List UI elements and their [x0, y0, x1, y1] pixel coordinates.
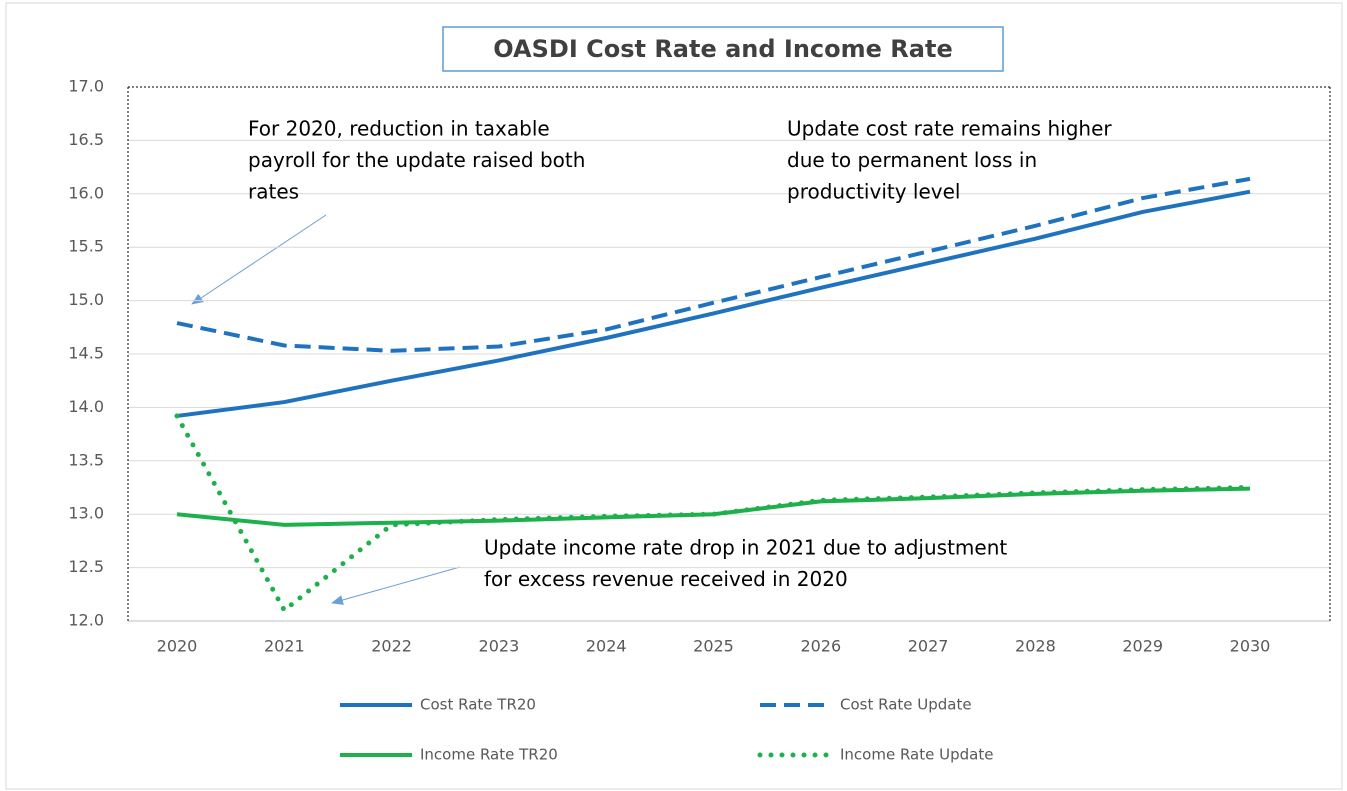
- series-line: [174, 413, 1253, 615]
- annotation: Update income rate drop in 2021 due to a…: [484, 536, 1007, 560]
- x-tick-label: 2030: [1230, 637, 1271, 656]
- y-tick-label: 13.0: [68, 504, 104, 523]
- legend-label: Income Rate Update: [840, 746, 993, 764]
- annotation: for excess revenue received in 2020: [484, 567, 848, 591]
- x-tick-label: 2022: [371, 637, 412, 656]
- y-tick-label: 14.0: [68, 397, 104, 416]
- x-tick-label: 2027: [908, 637, 949, 656]
- x-tick-label: 2025: [693, 637, 734, 656]
- chart-title: OASDI Cost Rate and Income Rate: [493, 35, 952, 63]
- x-tick-label: 2023: [479, 637, 520, 656]
- y-tick-label: 13.5: [68, 450, 104, 469]
- y-tick-label: 12.5: [68, 557, 104, 576]
- y-tick-label: 16.0: [68, 183, 104, 202]
- annotation: payroll for the update raised both: [248, 148, 585, 172]
- chart-frame: [5, 2, 1343, 790]
- annotation-arrow: [191, 214, 327, 305]
- y-tick-label: 14.5: [68, 344, 104, 363]
- y-tick-label: 15.5: [68, 237, 104, 256]
- y-tick-label: 15.0: [68, 290, 104, 309]
- x-tick-label: 2029: [1122, 637, 1163, 656]
- annotation: due to permanent loss in: [787, 148, 1037, 172]
- x-tick-label: 2028: [1015, 637, 1056, 656]
- annotation: productivity level: [787, 180, 960, 204]
- annotation: For 2020, reduction in taxable: [248, 117, 550, 141]
- annotation: Update cost rate remains higher: [787, 117, 1112, 141]
- x-tick-label: 2024: [586, 637, 627, 656]
- y-tick-label: 17.0: [68, 77, 104, 96]
- annotation: rates: [248, 180, 299, 204]
- x-tick-label: 2020: [157, 637, 198, 656]
- series-line: [176, 189, 1251, 418]
- y-tick-label: 12.0: [68, 611, 104, 630]
- y-tick-label: 16.5: [68, 130, 104, 149]
- title-box: [442, 26, 1004, 72]
- legend-label: Income Rate TR20: [420, 746, 558, 764]
- series-line: [176, 176, 1251, 353]
- x-tick-label: 2021: [264, 637, 305, 656]
- legend-label: Cost Rate Update: [840, 696, 972, 714]
- x-tick-label: 2026: [800, 637, 841, 656]
- legend-label: Cost Rate TR20: [420, 696, 536, 714]
- annotation-arrow: [331, 566, 461, 605]
